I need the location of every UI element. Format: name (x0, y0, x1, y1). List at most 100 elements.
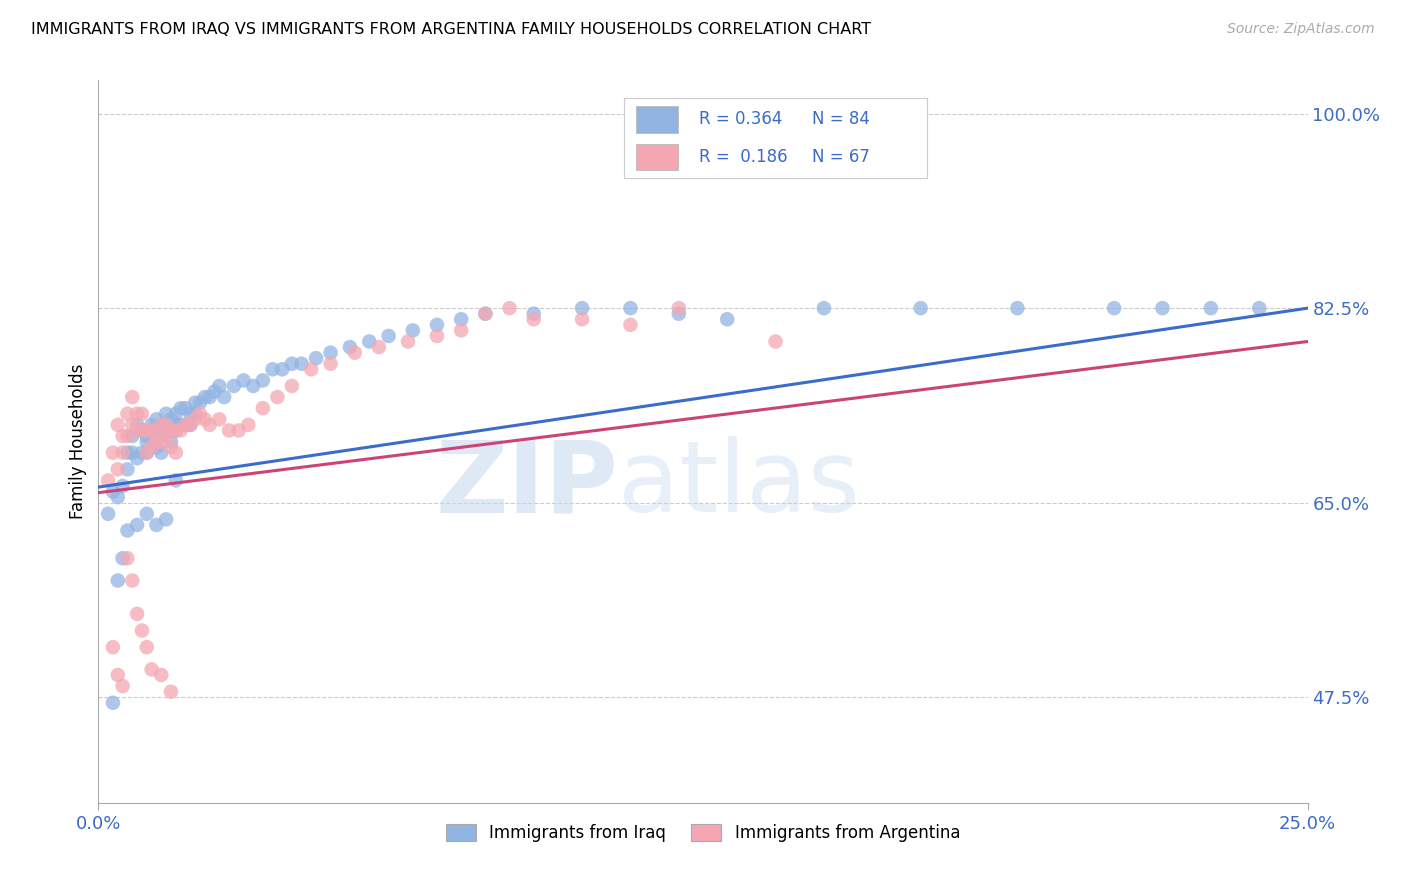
Point (208, 379, 231, 393)
Point (184, 407, 207, 421)
Point (498, 301, 520, 315)
Point (155, 417, 177, 432)
Point (668, 307, 690, 321)
Point (165, 445, 187, 459)
Point (165, 407, 187, 421)
Point (127, 417, 149, 432)
Point (141, 440, 163, 454)
Point (174, 417, 197, 432)
Point (228, 424, 250, 438)
Point (262, 362, 284, 376)
Point (121, 445, 143, 459)
Point (1152, 301, 1174, 315)
Point (160, 412, 183, 426)
Point (523, 307, 546, 321)
Point (1102, 301, 1125, 315)
Point (135, 640, 157, 655)
Point (396, 334, 419, 349)
Point (150, 429, 173, 443)
Point (141, 417, 163, 432)
Point (127, 517, 149, 532)
Point (160, 434, 183, 449)
Point (145, 517, 167, 532)
Point (131, 407, 153, 421)
Point (716, 312, 738, 326)
Point (145, 440, 167, 454)
Point (1249, 301, 1271, 315)
Point (127, 607, 149, 621)
Point (523, 312, 546, 326)
Point (194, 390, 217, 404)
Point (165, 417, 187, 432)
Point (359, 334, 381, 349)
Point (101, 445, 124, 459)
Point (111, 479, 134, 493)
Point (127, 407, 149, 421)
Point (198, 417, 221, 432)
Point (165, 424, 187, 438)
Point (450, 323, 472, 337)
Point (208, 412, 231, 426)
Point (145, 412, 167, 426)
Point (111, 445, 134, 459)
Point (127, 424, 149, 438)
Point (145, 424, 167, 438)
Point (107, 490, 129, 504)
Point (107, 574, 129, 588)
Point (765, 334, 787, 349)
Point (188, 407, 211, 421)
Point (117, 462, 139, 476)
Point (135, 445, 157, 459)
Point (135, 445, 157, 459)
Point (426, 329, 449, 343)
Point (204, 384, 226, 399)
Point (474, 307, 496, 321)
Point (179, 417, 201, 432)
Point (426, 318, 449, 332)
Point (619, 301, 641, 315)
Point (150, 417, 173, 432)
Point (117, 445, 139, 459)
Point (135, 429, 157, 443)
Point (141, 440, 163, 454)
Text: IMMIGRANTS FROM IRAQ VS IMMIGRANTS FROM ARGENTINA FAMILY HOUSEHOLDS CORRELATION : IMMIGRANTS FROM IRAQ VS IMMIGRANTS FROM … (31, 22, 872, 37)
Point (813, 301, 835, 315)
Point (194, 412, 217, 426)
Point (155, 407, 177, 421)
Point (117, 551, 139, 566)
Point (131, 624, 153, 638)
Legend: Immigrants from Iraq, Immigrants from Argentina: Immigrants from Iraq, Immigrants from Ar… (439, 817, 967, 848)
Point (160, 440, 183, 454)
Point (1199, 301, 1222, 315)
Point (150, 417, 173, 432)
Point (305, 351, 328, 366)
Point (131, 424, 153, 438)
Point (97, 474, 120, 488)
Point (169, 424, 191, 438)
Point (131, 445, 153, 459)
Point (319, 345, 342, 359)
Point (131, 424, 153, 438)
Point (281, 379, 304, 393)
Text: ZIP: ZIP (436, 436, 619, 533)
Point (218, 424, 240, 438)
Point (117, 524, 139, 538)
Point (319, 357, 342, 371)
Point (174, 401, 197, 416)
Point (155, 512, 177, 526)
Point (121, 574, 143, 588)
Point (184, 412, 207, 426)
Point (290, 357, 312, 371)
Point (135, 507, 157, 521)
Point (121, 390, 143, 404)
Point (242, 379, 264, 393)
Point (281, 357, 304, 371)
Point (169, 417, 191, 432)
Point (155, 429, 177, 443)
Point (141, 424, 163, 438)
Point (101, 640, 124, 655)
Point (101, 484, 124, 499)
Point (160, 684, 183, 698)
Point (222, 379, 245, 393)
Point (343, 345, 366, 359)
